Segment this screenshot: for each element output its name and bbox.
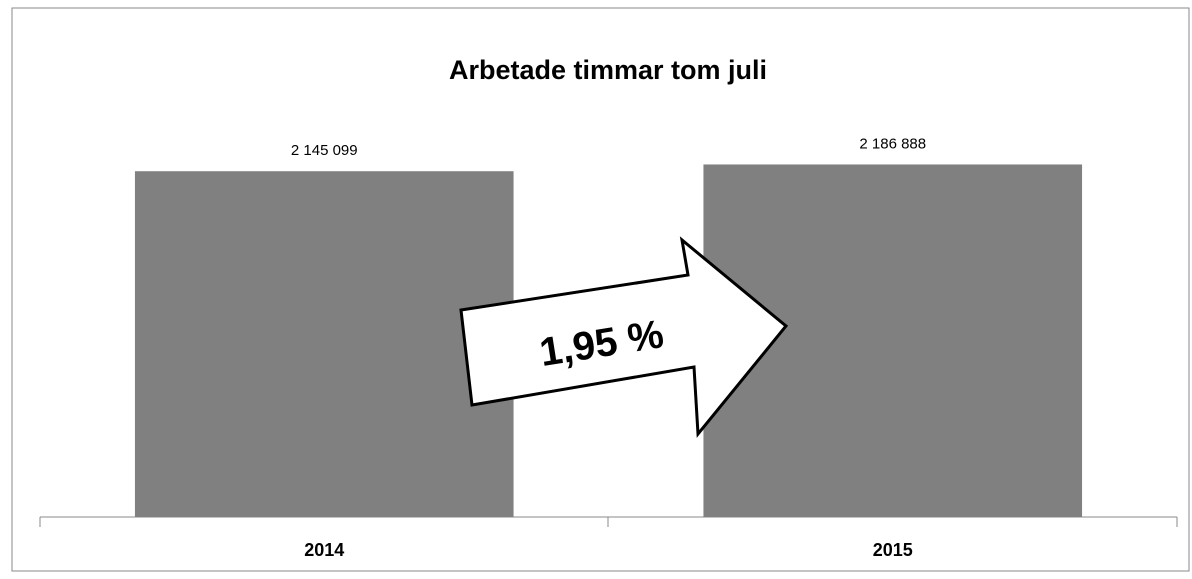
value-label: 2 186 888	[859, 135, 926, 152]
value-label: 2 145 099	[291, 142, 358, 159]
x-tick-label: 2014	[304, 540, 344, 560]
arrow	[459, 236, 789, 438]
bar	[134, 171, 514, 518]
x-tick-label: 2015	[873, 540, 913, 560]
chart-title: Arbetade timmar tom juli	[449, 55, 767, 85]
